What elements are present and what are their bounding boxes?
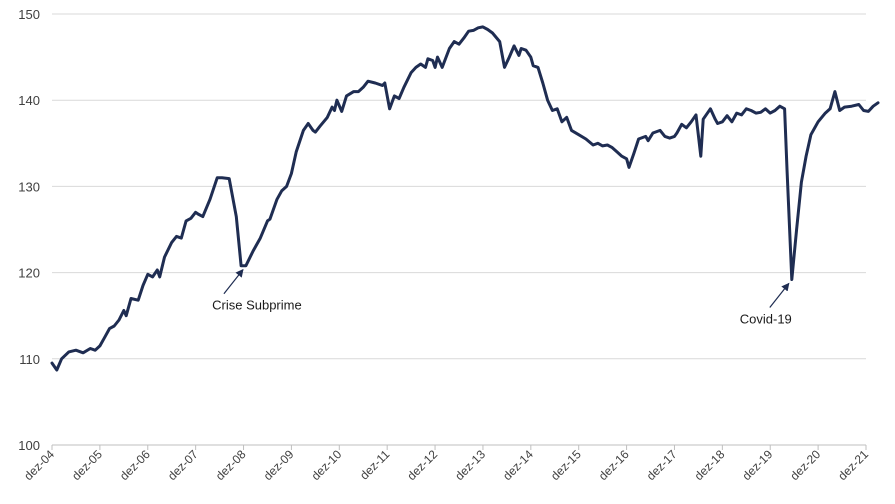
axes xyxy=(51,444,867,450)
x-tick-label: dez-14 xyxy=(500,447,536,483)
x-tick-label: dez-13 xyxy=(452,447,488,483)
x-tick-label: dez-10 xyxy=(309,447,345,483)
x-tick-label: dez-16 xyxy=(596,447,632,483)
x-tick-label: dez-08 xyxy=(213,447,249,483)
annotation-label: Crise Subprime xyxy=(212,298,302,313)
x-tick-label: dez-17 xyxy=(644,447,680,483)
x-tick-label: dez-20 xyxy=(787,447,823,483)
x-tick-label: dez-15 xyxy=(548,447,584,483)
x-tick-label: dez-21 xyxy=(835,447,871,483)
x-tick-label: dez-06 xyxy=(117,447,153,483)
x-tick-label: dez-07 xyxy=(165,447,201,483)
series-layer xyxy=(50,25,880,372)
x-axis-ticks: dez-04 dez-05 dez-06 dez-07 dez-08 dez-09 dez-… xyxy=(21,447,871,483)
y-tick-label: 150 xyxy=(18,7,40,22)
x-tick-label: dez-18 xyxy=(692,447,728,483)
x-tick-label: dez-05 xyxy=(69,447,105,483)
y-axis-ticks: 100 110 120 130 140 150 xyxy=(18,7,40,453)
annotation-arrow xyxy=(769,282,790,308)
annotation-arrow xyxy=(223,268,244,295)
y-tick-label: 100 xyxy=(18,438,40,453)
x-tick-label: dez-12 xyxy=(404,447,440,483)
y-tick-label: 110 xyxy=(19,352,40,367)
y-tick-label: 140 xyxy=(18,93,40,108)
y-tick-label: 120 xyxy=(18,266,40,281)
gridlines xyxy=(52,13,866,360)
x-tick-label: dez-09 xyxy=(261,447,297,483)
x-tick-label: dez-19 xyxy=(740,447,776,483)
y-tick-label: 130 xyxy=(18,179,40,194)
annotation-label: Covid-19 xyxy=(740,311,792,326)
x-tick-label: dez-11 xyxy=(357,447,392,482)
annotations: Crise Subprime Covid-19 xyxy=(212,268,792,326)
series-line-0 xyxy=(50,25,880,372)
